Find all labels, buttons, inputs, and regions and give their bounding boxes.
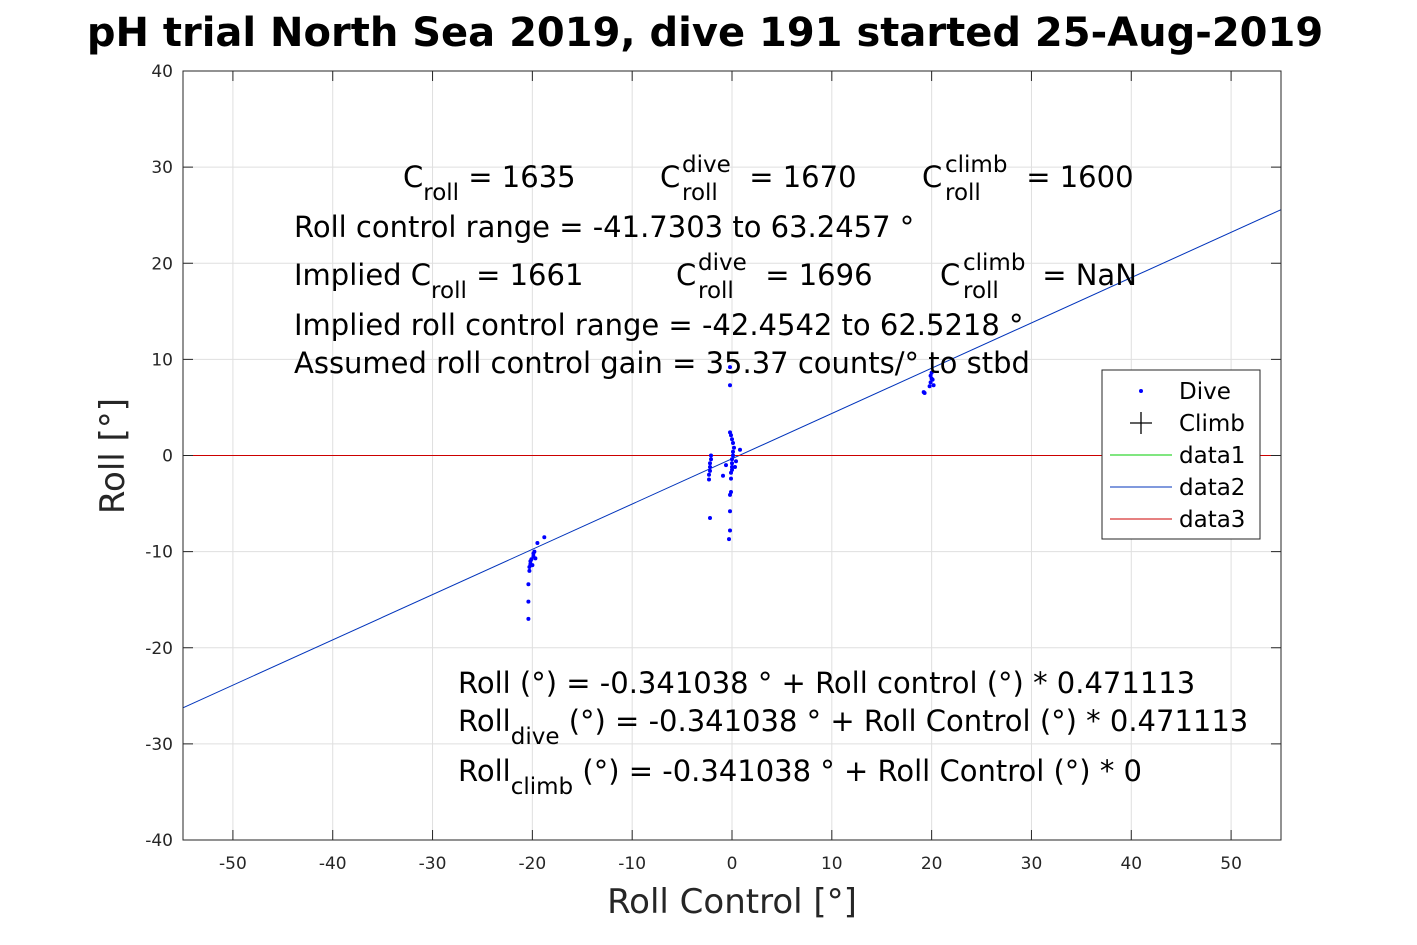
- dive-point: [728, 365, 732, 370]
- dive-point: [527, 568, 532, 573]
- dive-point: [721, 473, 725, 478]
- dive-point: [731, 449, 735, 454]
- tick-marks: [183, 70, 1281, 841]
- legend: Dive Climb data1 data2 data3: [1101, 369, 1261, 540]
- dive-point: [728, 430, 732, 435]
- x-axis-label: Roll Control [°]: [607, 882, 857, 922]
- implied-c-roll-annotation: Implied Croll = 1661: [294, 258, 583, 304]
- legend-climb-marker: [1130, 412, 1152, 434]
- dive-point: [708, 461, 712, 466]
- gain-annotation: Assumed roll control gain = 35.37 counts…: [294, 346, 1030, 380]
- dive-point: [930, 377, 935, 382]
- x-tick-label: 0: [727, 854, 738, 874]
- y-tick-label: -20: [145, 639, 173, 659]
- x-tick-label: -40: [319, 854, 347, 874]
- dive-point: [732, 445, 736, 450]
- x-tick-label: 10: [821, 854, 843, 874]
- implied-c-roll-dive-annotation: Cdive roll = 1696: [676, 250, 873, 304]
- dive-point: [707, 477, 711, 482]
- fit-equation-climb: Rollclimb (°) = -0.341038 ° + Roll Contr…: [458, 754, 1142, 800]
- y-tick-label: 40: [151, 62, 173, 82]
- dive-point: [730, 465, 734, 469]
- legend-data2-label: data2: [1179, 475, 1245, 501]
- y-tick-label: 10: [151, 350, 173, 370]
- dive-point: [729, 476, 733, 481]
- dive-points: [526, 365, 936, 621]
- dive-point: [931, 383, 936, 388]
- c-roll-dive-annotation: Cdive roll = 1670: [660, 152, 857, 206]
- fit-equation: Roll (°) = -0.341038 ° + Roll control (°…: [458, 666, 1195, 700]
- dive-point: [922, 391, 927, 395]
- x-tick-label: 40: [1120, 854, 1142, 874]
- y-tick-label: 0: [162, 447, 173, 467]
- legend-dive-label: Dive: [1179, 379, 1231, 405]
- dive-point: [731, 441, 735, 445]
- dive-point: [707, 472, 711, 477]
- dive-point: [929, 370, 934, 375]
- dive-point: [526, 616, 531, 621]
- x-tick-labels: -50 -40 -30 -20 -10 0 10 20 30 40 50: [219, 854, 1242, 874]
- chart-title: pH trial North Sea 2019, dive 191 starte…: [87, 10, 1323, 56]
- dive-point: [529, 557, 534, 562]
- dive-point: [526, 582, 531, 587]
- dive-point: [532, 549, 537, 554]
- dive-point: [728, 528, 732, 533]
- dive-point: [730, 457, 734, 462]
- implied-range-annotation: Implied roll control range = -42.4542 to…: [294, 308, 1024, 342]
- dive-point: [730, 437, 734, 442]
- x-tick-label: -50: [219, 854, 247, 874]
- dive-point: [724, 463, 728, 468]
- y-tick-label: -40: [145, 831, 173, 851]
- dive-point: [730, 461, 734, 466]
- dive-point: [542, 535, 547, 540]
- x-tick-label: -20: [518, 854, 546, 874]
- x-tick-label: 20: [921, 854, 943, 874]
- dive-point: [709, 457, 713, 462]
- dive-point: [738, 447, 742, 452]
- dive-point: [729, 490, 733, 494]
- dive-point: [708, 465, 712, 469]
- dive-point: [727, 537, 731, 542]
- x-tick-label: 50: [1220, 854, 1242, 874]
- dive-point: [733, 465, 737, 469]
- c-roll-annotation: Croll = 1635: [403, 160, 576, 206]
- dive-point: [731, 453, 735, 458]
- dive-point: [730, 467, 734, 472]
- dive-point: [928, 380, 933, 385]
- dive-point: [535, 541, 540, 545]
- dive-point: [526, 599, 531, 604]
- y-axis-label: Roll [°]: [93, 398, 133, 514]
- legend-data3-label: data3: [1179, 507, 1245, 533]
- legend-data1-label: data1: [1179, 443, 1245, 469]
- x-tick-label: -30: [419, 854, 447, 874]
- dive-point: [708, 516, 712, 520]
- y-tick-label: -10: [145, 543, 173, 563]
- roll-control-range-annotation: Roll control range = -41.7303 to 63.2457…: [294, 210, 914, 244]
- y-tick-labels: -40 -30 -20 -10 0 10 20 30 40: [145, 62, 173, 851]
- dive-point: [533, 556, 538, 561]
- dive-point: [734, 459, 738, 464]
- dive-point: [728, 509, 732, 514]
- legend-climb-label: Climb: [1179, 411, 1245, 437]
- legend-dive-marker: [1139, 389, 1143, 393]
- fit-equation-dive: Rolldive (°) = -0.341038 ° + Roll Contro…: [458, 704, 1248, 750]
- y-tick-label: 30: [151, 158, 173, 178]
- dive-point: [530, 563, 535, 568]
- dive-point: [709, 453, 713, 458]
- dive-point: [927, 384, 932, 389]
- y-tick-label: -30: [145, 735, 173, 755]
- x-tick-label: 30: [1021, 854, 1043, 874]
- y-tick-label: 20: [151, 254, 173, 274]
- dive-point: [708, 468, 712, 473]
- dive-point: [728, 383, 732, 388]
- x-tick-label: -10: [618, 854, 646, 874]
